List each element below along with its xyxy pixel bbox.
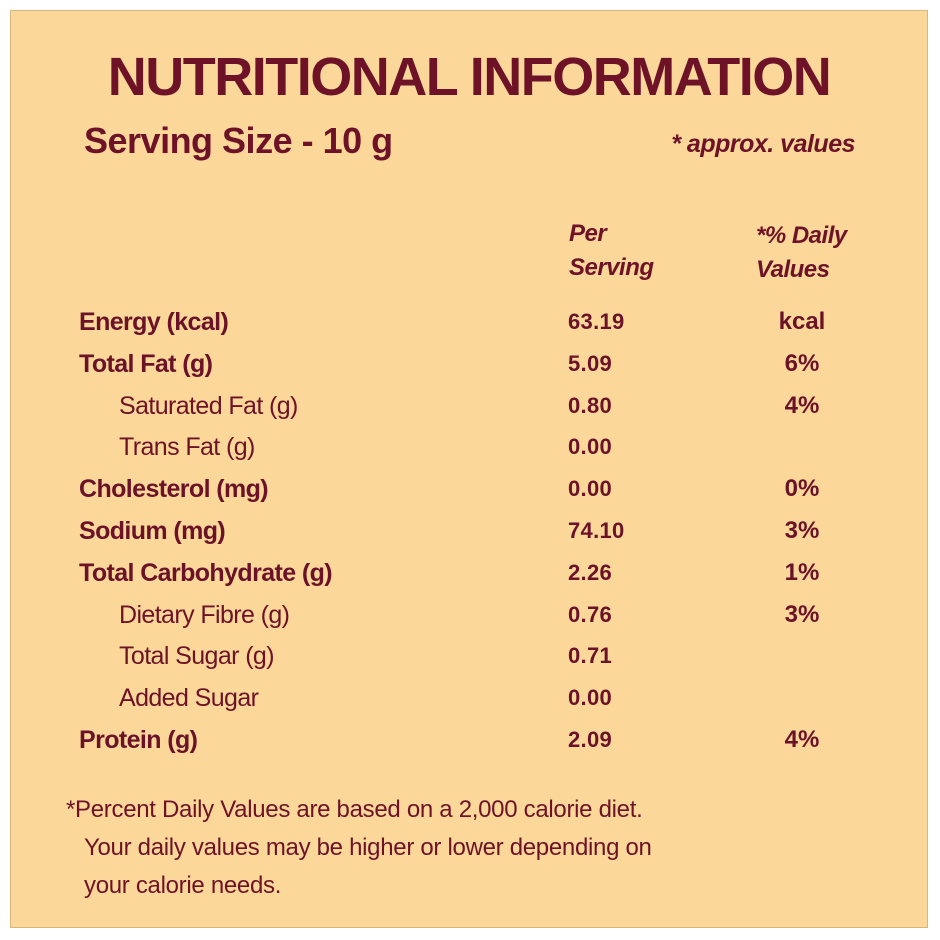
nutrient-name: Total Carbohydrate (g) bbox=[79, 558, 333, 587]
nutrient-table: Energy (kcal) 63.19 kcal Total Fat (g) 5… bbox=[11, 302, 927, 762]
per-serving-value: 74.10 bbox=[568, 517, 625, 543]
table-row: Saturated Fat (g) 0.80 4% bbox=[11, 386, 927, 428]
per-serving-value: 5.09 bbox=[568, 350, 613, 376]
nutrient-name: Total Fat (g) bbox=[79, 349, 213, 378]
nutrient-name: Dietary Fibre (g) bbox=[119, 600, 290, 629]
daily-value: kcal bbox=[778, 308, 826, 335]
table-row: Protein (g) 2.09 4% bbox=[11, 720, 927, 762]
per-serving-value: 0.71 bbox=[568, 643, 613, 669]
approx-values-note: * approx. values bbox=[671, 130, 855, 158]
table-row: Energy (kcal) 63.19 kcal bbox=[11, 302, 927, 344]
per-serving-header: Per Serving bbox=[569, 217, 654, 285]
daily-values-header-line1: *% Daily bbox=[756, 222, 847, 249]
nutrient-name: Sodium (mg) bbox=[79, 516, 226, 545]
per-serving-value: 0.80 bbox=[568, 392, 613, 418]
daily-values-header-line2: Values bbox=[756, 256, 830, 283]
per-serving-value: 0.00 bbox=[568, 476, 613, 502]
nutrient-name: Added Sugar bbox=[119, 684, 259, 713]
daily-value: 6% bbox=[784, 349, 820, 377]
nutrition-label-panel: NUTRITIONAL INFORMATION Serving Size - 1… bbox=[10, 10, 928, 928]
daily-values-header: *% Daily Values bbox=[756, 219, 847, 287]
per-serving-value: 0.76 bbox=[568, 601, 613, 627]
footnote-line1: *Percent Daily Values are based on a 2,0… bbox=[66, 796, 643, 823]
footnote: *Percent Daily Values are based on a 2,0… bbox=[66, 791, 652, 905]
per-serving-value: 0.00 bbox=[568, 685, 613, 711]
table-row: Total Carbohydrate (g) 2.26 1% bbox=[11, 553, 927, 595]
per-serving-header-line1: Per bbox=[569, 220, 607, 247]
daily-value: 4% bbox=[784, 725, 820, 753]
nutrient-name: Cholesterol (mg) bbox=[79, 475, 269, 504]
per-serving-value: 2.26 bbox=[568, 559, 613, 585]
nutrient-name: Protein (g) bbox=[79, 725, 198, 754]
daily-value: 0% bbox=[784, 475, 820, 503]
nutrient-name: Trans Fat (g) bbox=[119, 433, 255, 462]
per-serving-value: 63.19 bbox=[568, 309, 625, 334]
nutrient-name: Energy (kcal) bbox=[79, 308, 229, 336]
table-row: Cholesterol (mg) 0.00 0% bbox=[11, 469, 927, 511]
page-title: NUTRITIONAL INFORMATION bbox=[107, 47, 832, 107]
daily-value: 3% bbox=[784, 600, 820, 628]
footnote-line2: Your daily values may be higher or lower… bbox=[84, 834, 652, 861]
footnote-line3: your calorie needs. bbox=[84, 872, 282, 899]
nutrient-name: Total Sugar (g) bbox=[119, 642, 275, 671]
per-serving-header-line2: Serving bbox=[569, 254, 654, 281]
daily-value: 4% bbox=[784, 391, 820, 419]
daily-value: 3% bbox=[784, 516, 820, 544]
table-row: Total Fat (g) 5.09 6% bbox=[11, 344, 927, 386]
daily-value: 1% bbox=[784, 558, 820, 586]
table-row: Added Sugar 0.00 bbox=[11, 678, 927, 720]
table-row: Trans Fat (g) 0.00 bbox=[11, 427, 927, 469]
nutrient-name: Saturated Fat (g) bbox=[119, 391, 298, 420]
table-row: Total Sugar (g) 0.71 bbox=[11, 636, 927, 678]
per-serving-value: 0.00 bbox=[568, 434, 613, 460]
serving-size: Serving Size - 10 g bbox=[84, 120, 393, 161]
table-row: Dietary Fibre (g) 0.76 3% bbox=[11, 595, 927, 637]
table-row: Sodium (mg) 74.10 3% bbox=[11, 511, 927, 553]
per-serving-value: 2.09 bbox=[568, 726, 613, 752]
